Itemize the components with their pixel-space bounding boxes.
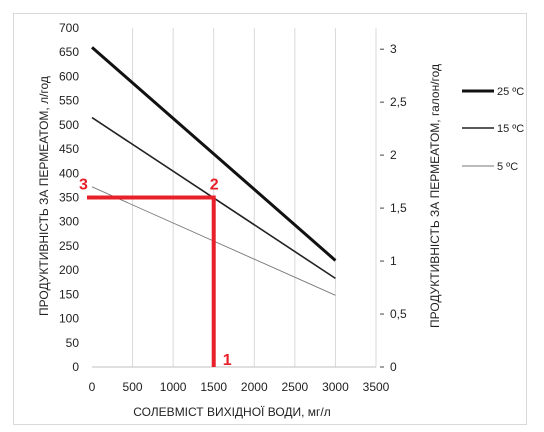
annotations: 1 2 3	[79, 177, 232, 370]
y2-tick-label: 1	[390, 254, 397, 268]
y-tick-label: 400	[59, 166, 79, 180]
y-tick-label: 700	[59, 21, 79, 35]
annotation-marker-1: 1	[223, 352, 232, 369]
x-tick-label: 2000	[241, 380, 268, 394]
y-tick-label: 500	[59, 118, 79, 132]
y-tick-label: 300	[59, 215, 79, 229]
annotation-marker-3: 3	[79, 177, 88, 194]
series-line	[91, 46, 337, 262]
y2-tick-label: 2,5	[390, 95, 407, 109]
y-tick-label: 50	[66, 336, 80, 350]
legend-label: 15 ºC	[497, 123, 524, 135]
chart-frame	[13, 13, 527, 425]
annotation-path	[87, 195, 216, 367]
y-axis-title: ПРОДУКТИВНІСТЬ ЗА ПЕРМЕАТОМ, л/год	[37, 76, 51, 316]
y2-tick-labels: 0 0,5 1 1,5 2 2,5 3	[380, 42, 407, 374]
y-tick-label: 150	[59, 287, 79, 301]
y2-tick-label: 1,5	[390, 201, 407, 215]
y-tick-label: 200	[59, 263, 79, 277]
x-tick-label: 2500	[282, 380, 309, 394]
y-tick-label: 250	[59, 239, 79, 253]
legend: 25 ºC 15 ºC 5 ºC	[462, 86, 524, 173]
x-tick-label: 3500	[363, 380, 390, 394]
y-tick-label: 100	[59, 312, 79, 326]
x-tick-label: 3000	[322, 380, 349, 394]
y2-tick-label: 0,5	[390, 307, 407, 321]
x-axis-title: СОЛЕВМІСТ ВИХІДНОЇ ВОДИ, мг/л	[133, 405, 331, 419]
y-tick-label: 450	[59, 142, 79, 156]
x-tick-label: 0	[89, 380, 96, 394]
x-tick-label: 1500	[200, 380, 227, 394]
x-tick-labels: 0 500 1000 1500 2000 2500 3000 3500	[89, 380, 390, 394]
y2-tick-label: 2	[390, 148, 397, 162]
x-tick-label: 500	[123, 380, 143, 394]
y-tick-label: 350	[59, 191, 79, 205]
legend-label: 5 ºC	[497, 161, 518, 173]
y2-tick-label: 3	[390, 42, 397, 56]
y-tick-label: 600	[59, 69, 79, 83]
y-tick-label: 0	[72, 360, 79, 374]
x-tick-label: 1000	[160, 380, 187, 394]
y2-tick-label: 0	[390, 360, 397, 374]
y-tick-label: 550	[59, 94, 79, 108]
y-tick-label: 650	[59, 45, 79, 59]
legend-label: 25 ºC	[497, 86, 524, 98]
y-tick-labels: 0 50 100 150 200 250 300 350 400 450 500 550 600 650 7…	[59, 21, 79, 374]
y2-axis-title: ПРОДУКТИВНІСТЬ ЗА ПЕРМЕАТОМ, галон/год	[428, 64, 442, 328]
annotation-marker-2: 2	[210, 177, 219, 194]
